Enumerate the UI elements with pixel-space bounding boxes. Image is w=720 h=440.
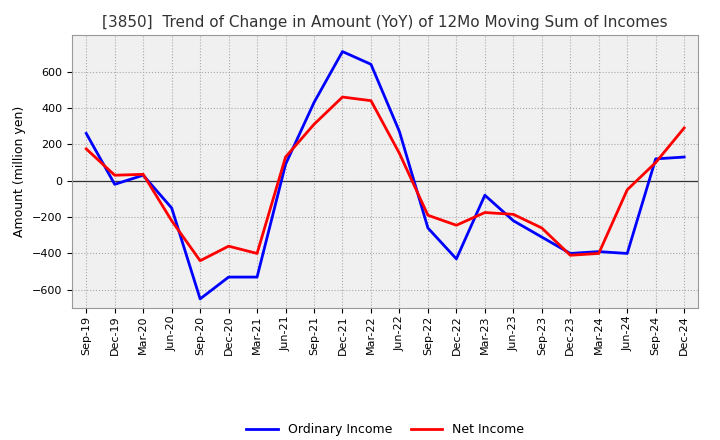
Ordinary Income xyxy=(509,218,518,224)
Net Income xyxy=(310,122,318,127)
Ordinary Income xyxy=(167,205,176,211)
Ordinary Income xyxy=(82,131,91,136)
Ordinary Income xyxy=(282,161,290,167)
Net Income xyxy=(623,187,631,192)
Ordinary Income xyxy=(310,100,318,105)
Ordinary Income xyxy=(652,156,660,161)
Net Income xyxy=(423,213,432,218)
Net Income xyxy=(566,253,575,258)
Ordinary Income xyxy=(366,62,375,67)
Ordinary Income xyxy=(680,154,688,160)
Net Income xyxy=(282,154,290,160)
Net Income xyxy=(82,146,91,151)
Net Income xyxy=(595,251,603,256)
Net Income xyxy=(680,125,688,131)
Net Income xyxy=(395,151,404,156)
Line: Net Income: Net Income xyxy=(86,97,684,261)
Net Income xyxy=(196,258,204,264)
Line: Ordinary Income: Ordinary Income xyxy=(86,51,684,299)
Ordinary Income xyxy=(595,249,603,254)
Ordinary Income xyxy=(566,251,575,256)
Ordinary Income xyxy=(196,296,204,301)
Ordinary Income xyxy=(537,235,546,240)
Legend: Ordinary Income, Net Income: Ordinary Income, Net Income xyxy=(241,418,529,440)
Net Income xyxy=(253,251,261,256)
Net Income xyxy=(338,95,347,100)
Ordinary Income xyxy=(480,193,489,198)
Y-axis label: Amount (million yen): Amount (million yen) xyxy=(13,106,26,237)
Ordinary Income xyxy=(623,251,631,256)
Net Income xyxy=(110,172,119,178)
Ordinary Income xyxy=(423,225,432,231)
Net Income xyxy=(480,210,489,215)
Ordinary Income xyxy=(452,256,461,261)
Ordinary Income xyxy=(110,182,119,187)
Net Income xyxy=(509,212,518,217)
Net Income xyxy=(139,172,148,177)
Net Income xyxy=(225,243,233,249)
Net Income xyxy=(652,160,660,165)
Ordinary Income xyxy=(395,129,404,134)
Net Income xyxy=(452,223,461,228)
Net Income xyxy=(366,98,375,103)
Title: [3850]  Trend of Change in Amount (YoY) of 12Mo Moving Sum of Incomes: [3850] Trend of Change in Amount (YoY) o… xyxy=(102,15,668,30)
Net Income xyxy=(537,225,546,231)
Ordinary Income xyxy=(225,275,233,280)
Ordinary Income xyxy=(253,275,261,280)
Net Income xyxy=(167,218,176,224)
Ordinary Income xyxy=(338,49,347,54)
Ordinary Income xyxy=(139,172,148,178)
